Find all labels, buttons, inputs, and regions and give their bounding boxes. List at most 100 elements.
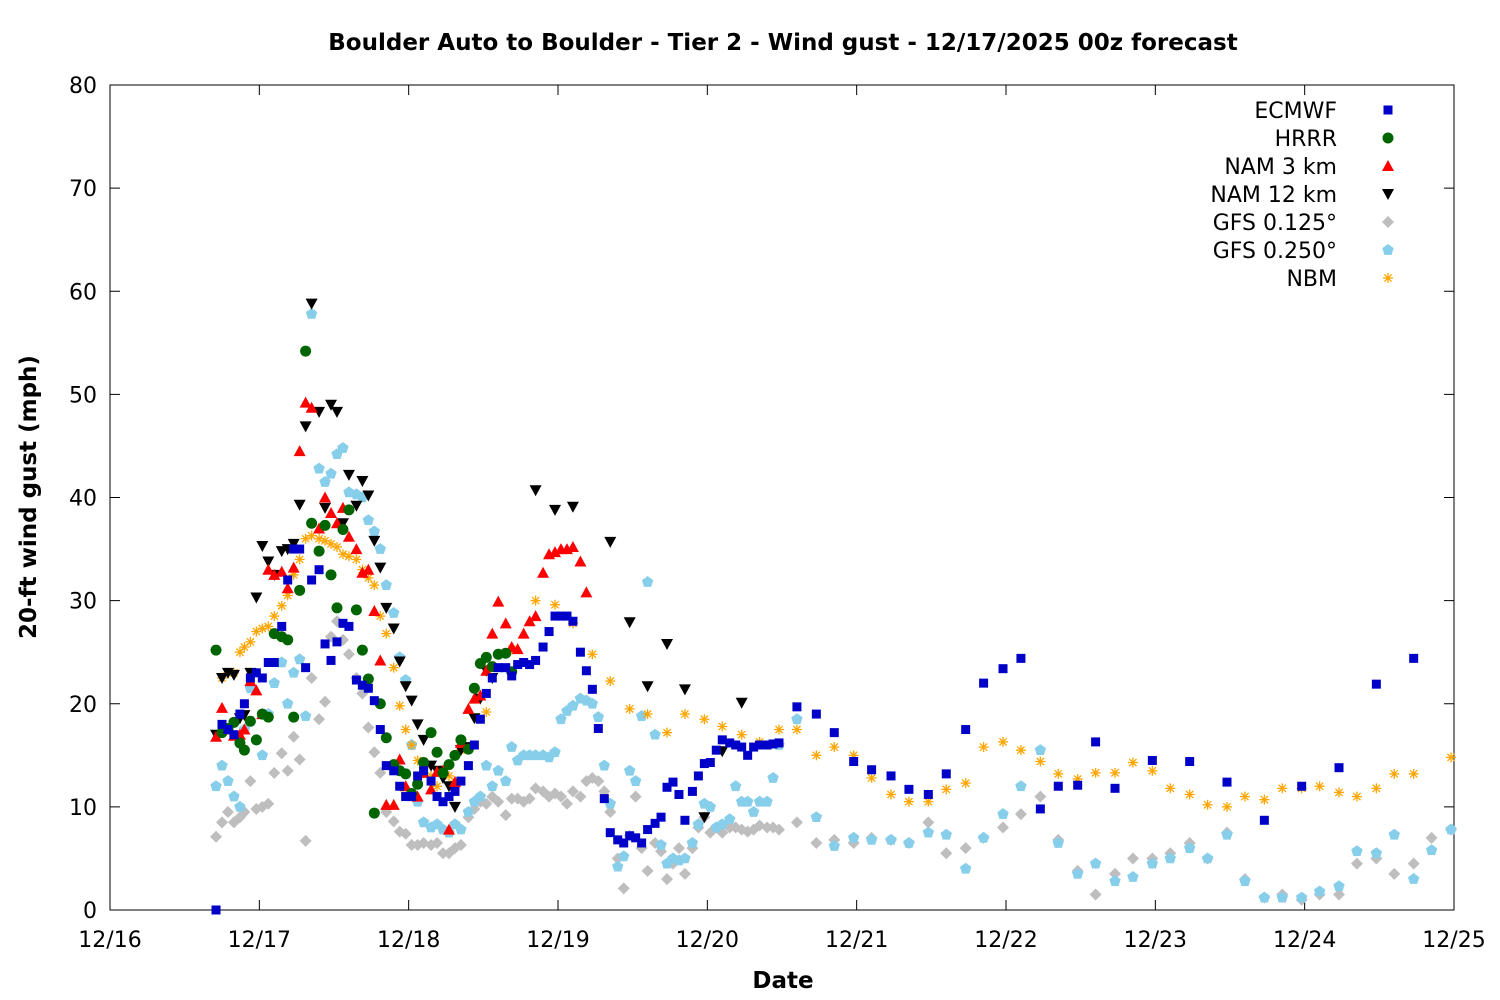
data-point <box>369 696 379 706</box>
data-point <box>885 833 897 845</box>
data-point <box>216 701 228 713</box>
data-point <box>227 669 240 681</box>
data-point <box>762 740 772 750</box>
data-point <box>211 905 221 915</box>
x-tick-label: 12/25 <box>1422 928 1485 953</box>
legend-label: NAM 12 km <box>1210 183 1337 208</box>
data-point <box>487 673 497 683</box>
data-point <box>293 499 306 511</box>
data-point <box>556 611 566 621</box>
data-point <box>387 798 400 810</box>
y-tick-label: 30 <box>69 590 97 615</box>
data-point <box>923 790 933 799</box>
data-point <box>1185 757 1195 766</box>
legend-label: GFS 0.250° <box>1213 239 1337 264</box>
data-point <box>1222 801 1233 812</box>
data-point <box>313 545 325 557</box>
data-point <box>810 836 823 849</box>
y-tick-label: 20 <box>69 693 97 718</box>
data-point <box>599 794 609 804</box>
data-point <box>1035 756 1046 767</box>
data-point <box>555 713 567 725</box>
data-point <box>1277 783 1288 794</box>
data-point <box>462 702 475 714</box>
data-point <box>276 600 287 611</box>
legend-marker <box>1382 132 1394 144</box>
data-point <box>307 575 317 585</box>
data-point <box>357 680 367 690</box>
data-point <box>1109 875 1121 886</box>
data-point <box>305 401 318 413</box>
legend-marker <box>1382 160 1394 171</box>
legend-label: ECMWF <box>1254 99 1337 124</box>
data-point <box>544 627 554 637</box>
data-point <box>1147 755 1157 765</box>
data-point <box>1073 780 1083 790</box>
data-point <box>1259 815 1269 825</box>
data-point <box>239 699 249 709</box>
data-point <box>288 711 300 723</box>
data-point <box>275 747 288 760</box>
data-point <box>299 710 312 721</box>
data-point <box>790 816 803 829</box>
data-point <box>480 759 493 771</box>
data-point <box>362 563 375 575</box>
data-point <box>356 644 368 656</box>
x-tick-label: 12/22 <box>974 928 1037 953</box>
data-point <box>753 795 766 807</box>
data-point <box>643 825 653 835</box>
data-point <box>554 790 567 803</box>
data-point <box>1239 791 1250 802</box>
data-point <box>337 523 349 535</box>
data-point <box>523 615 536 627</box>
data-point <box>268 766 281 779</box>
y-tick-label: 40 <box>69 487 97 512</box>
plot-axes: 0 10 20 30 40 50 60 70 80 12/16 12/17 12/18 12/19 12/… <box>69 74 1486 953</box>
data-point <box>299 421 312 433</box>
data-point <box>1388 828 1400 840</box>
data-point <box>629 790 642 803</box>
data-point <box>650 818 660 828</box>
data-point <box>412 778 424 790</box>
data-point <box>903 796 914 807</box>
data-point <box>413 771 423 781</box>
data-point <box>217 719 227 729</box>
data-point <box>866 773 877 783</box>
data-point <box>417 734 430 746</box>
data-point <box>566 541 579 552</box>
data-point <box>287 730 300 743</box>
data-point <box>350 500 363 512</box>
data-point <box>1258 891 1271 903</box>
data-point <box>342 469 355 481</box>
data-point <box>1295 891 1308 903</box>
data-point <box>523 792 536 805</box>
data-point <box>432 792 442 802</box>
data-point <box>293 753 306 766</box>
data-point <box>687 786 697 796</box>
data-point <box>791 724 802 735</box>
data-point <box>959 842 972 855</box>
data-point <box>319 476 331 487</box>
data-point <box>380 732 392 744</box>
data-point <box>262 556 275 568</box>
y-tick-label: 70 <box>69 177 97 202</box>
data-point <box>431 746 443 758</box>
data-point <box>405 695 418 707</box>
data-point <box>399 827 412 840</box>
data-point <box>389 766 399 776</box>
data-point <box>314 565 324 575</box>
data-point <box>731 740 741 750</box>
data-point <box>480 664 493 676</box>
data-point <box>294 554 305 565</box>
data-point <box>463 761 473 771</box>
data-point <box>513 660 523 670</box>
data-point <box>1015 745 1026 756</box>
data-point <box>326 655 336 665</box>
data-point <box>678 684 691 696</box>
data-point <box>724 813 736 825</box>
data-point <box>568 616 578 626</box>
data-point <box>268 677 280 688</box>
data-point <box>369 580 380 591</box>
data-point <box>343 504 355 516</box>
data-point <box>362 490 375 502</box>
